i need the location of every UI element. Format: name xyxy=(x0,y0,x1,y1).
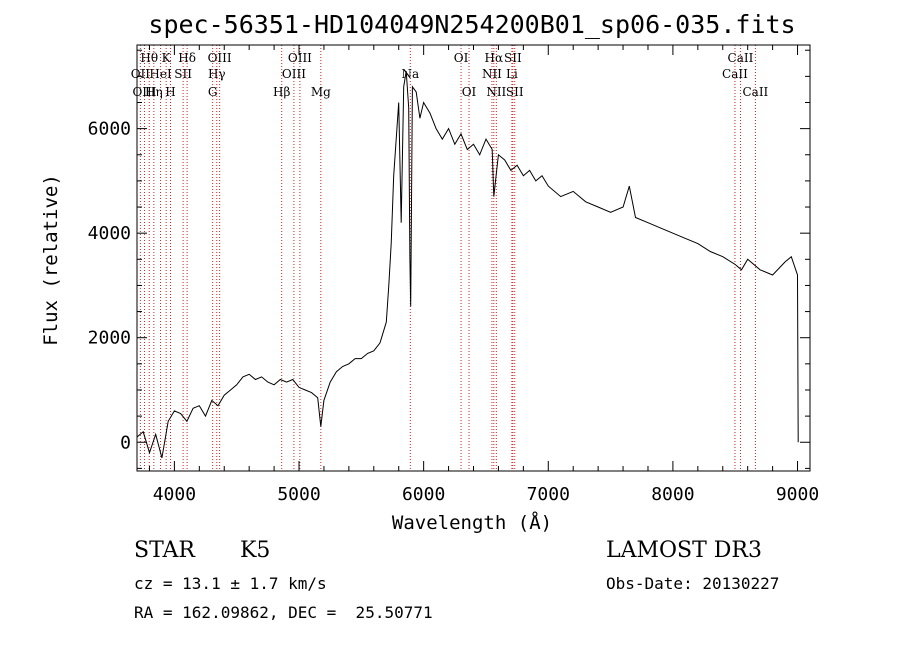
chart-title: spec-56351-HD104049N254200B01_sp06-035.f… xyxy=(148,10,795,39)
obs-date: Obs-Date: 20130227 xyxy=(606,574,780,593)
spectral-line-label: OII xyxy=(131,67,151,81)
coordinates: RA = 162.09862, DEC = 25.50771 xyxy=(134,603,433,622)
plot-frame xyxy=(136,44,811,472)
spectral-line-label: CaII xyxy=(722,67,748,81)
y-tick-label: 6000 xyxy=(88,119,131,140)
spectral-line-label: OIII xyxy=(282,67,306,81)
spectral-line-label: OIII xyxy=(288,51,312,65)
x-tick-label: 7000 xyxy=(527,484,570,505)
x-tick-label: 8000 xyxy=(651,484,694,505)
x-tick-label: 9000 xyxy=(776,484,819,505)
spectral-line-label: OI xyxy=(454,51,469,65)
spectral-line-label: Hθ xyxy=(140,51,158,65)
spectral-line-label: OIII xyxy=(208,51,232,65)
x-axis-label: Wavelength (Å) xyxy=(392,511,552,534)
spectral-line-markers xyxy=(139,45,756,471)
spectrum-series-line xyxy=(136,71,799,459)
spectral-line-label: NII xyxy=(486,85,506,99)
object-class: STAR xyxy=(134,538,195,563)
x-tick-label: 5000 xyxy=(277,484,320,505)
spectral-line-label: Li xyxy=(506,67,518,81)
spectral-line-label: Hβ xyxy=(273,85,290,99)
y-tick-label: 0 xyxy=(120,432,131,453)
spectral-line-labels: Hθ OII OIII K HeI Hη Hδ SII H OIII Hγ G OIII OIII Hβ Mg… xyxy=(131,51,769,99)
spectral-line-label: CaII xyxy=(728,51,754,65)
spectral-line-label: H xyxy=(165,85,175,99)
spectral-line-label: NII xyxy=(482,67,502,81)
x-tick-label: 6000 xyxy=(402,484,445,505)
y-axis-ticks: 0 2000 4000 6000 xyxy=(88,49,810,469)
y-axis-label: Flux (relative) xyxy=(40,174,62,346)
spectral-line-label: Na xyxy=(401,67,419,81)
spectral-line-label: Mg xyxy=(311,85,331,99)
subclass: K5 xyxy=(240,538,271,563)
spectral-line-label: SII xyxy=(174,67,192,81)
spectral-line-label: G xyxy=(208,85,218,99)
spectral-line-label: Hη xyxy=(145,85,163,99)
spectral-line-label: OIII xyxy=(132,85,156,99)
spectral-line-label: Hγ xyxy=(208,67,226,81)
redshift-readout: cz = 13.1 ± 1.7 km/s xyxy=(134,574,327,593)
x-tick-label: 4000 xyxy=(153,484,196,505)
spectral-line-label: HeI xyxy=(149,67,172,81)
x-axis-ticks: 4000 5000 6000 7000 8000 9000 xyxy=(148,45,819,505)
spectral-line-label: K xyxy=(162,51,172,65)
survey-name: LAMOST DR3 xyxy=(606,538,762,563)
spectral-line-label: SII xyxy=(506,85,524,99)
spectral-line-label: Hα xyxy=(485,51,504,65)
y-tick-label: 2000 xyxy=(88,328,131,349)
spectral-line-label: CaII xyxy=(742,85,768,99)
y-tick-label: 4000 xyxy=(88,223,131,244)
spectral-line-label: Hδ xyxy=(178,51,196,65)
spectral-line-label: SII xyxy=(504,51,522,65)
spectral-line-label: OI xyxy=(462,85,477,99)
